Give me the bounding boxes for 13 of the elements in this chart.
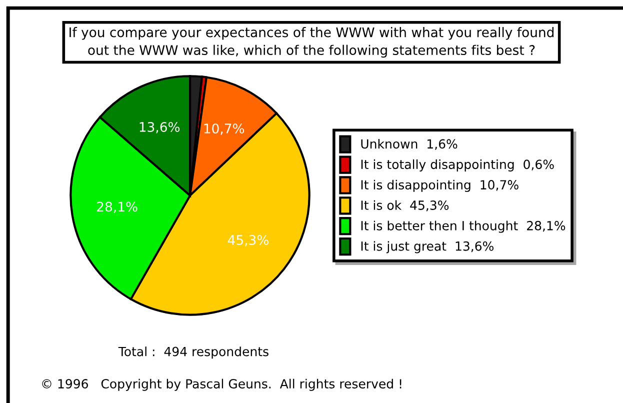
legend-label: It is ok 45,3%: [361, 200, 449, 212]
chart-title: If you compare your expectances of the WWW with what you really found out the WWW was like, which of the following statements fits best ?: [70, 27, 554, 58]
text: © 1996 Copyright by Pascal Geuns. All rights reserved !: [42, 378, 402, 391]
legend-label: It is disappointing 10,7%: [361, 180, 518, 192]
data-label: 13,6%: [140, 122, 180, 134]
legend-label: It is better then I thought 28,1%: [361, 220, 566, 233]
data-label: 45,3%: [228, 234, 268, 246]
data-label: 10,7%: [204, 124, 244, 135]
text: Total : 494 respondents: [118, 346, 268, 359]
legend-label: Unknown 1,6%: [361, 138, 458, 150]
legend-label: It is totally disappointing 0,6%: [361, 159, 554, 172]
legend-label: It is just great 13,6%: [361, 241, 494, 254]
data-label: 28,1%: [97, 202, 138, 214]
